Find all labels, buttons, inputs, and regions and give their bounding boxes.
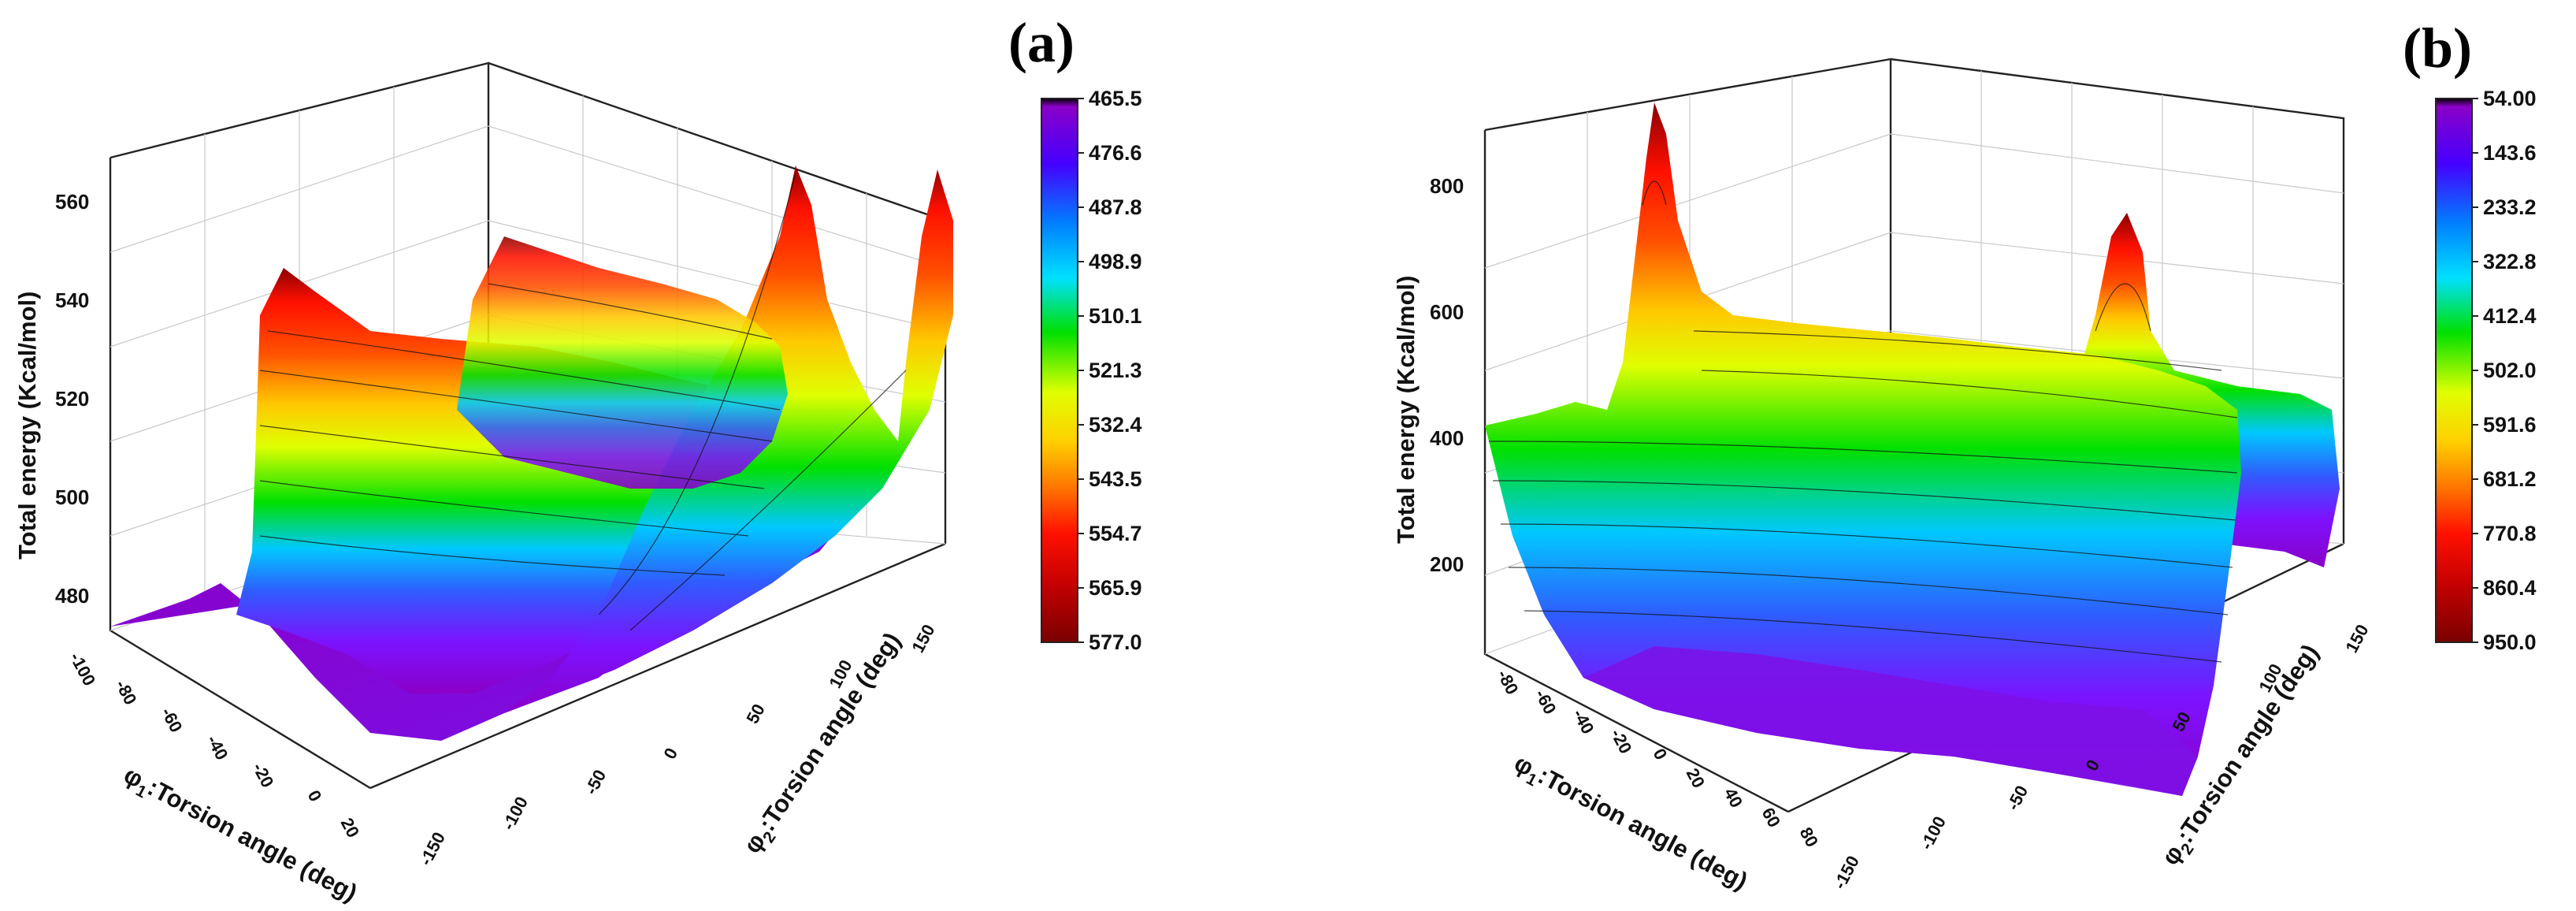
- panel-b-contours: [1488, 180, 2238, 663]
- panel-b-colorbar-bar: [2435, 98, 2473, 643]
- panel-a-x-axis: -100 -80 -60 -40 -20 0 20 φ1:Torsion ang…: [66, 649, 364, 907]
- panel-b-z-tick-2: 600: [1430, 300, 1464, 324]
- panel-a-z-tick-3: 540: [55, 288, 89, 312]
- panel-b-surface: [1485, 102, 2340, 796]
- panel-b-x-label: φ1:Torsion angle (deg): [1508, 749, 1752, 899]
- panel-b-x-tick-4: 0: [1650, 746, 1672, 764]
- panel-b-colorbar-tick-1: 143.6: [2483, 141, 2537, 165]
- panel-b-colorbar-tick-2: 233.2: [2483, 195, 2537, 219]
- panel-a-colorbar-tick-0: 465.5: [1089, 87, 1142, 110]
- panel-b-z-tick-3: 800: [1430, 174, 1464, 198]
- panel-b-x-tick-8: 80: [1796, 824, 1823, 850]
- panel-b: 200 400 600 800 Total energy (Kcal/mol) …: [1392, 17, 2537, 899]
- panel-a-z-axis: 480 500 520 540 560 Total energy (Kcal/m…: [13, 190, 89, 608]
- panel-a-colorbar-tick-10: 577.0: [1089, 630, 1142, 654]
- panel-b-z-label: Total energy (Kcal/mol): [1392, 276, 1420, 545]
- panel-b-colorbar: 54.00 143.6 233.2 322.8 412.4 502.0 591.6 681.2…: [2435, 87, 2537, 654]
- panel-a: 480 500 520 540 560 Total energy (Kcal/m…: [13, 11, 1142, 907]
- panel-a-colorbar-tick-4: 510.1: [1089, 304, 1142, 328]
- panel-b-colorbar-tick-5: 502.0: [2483, 359, 2537, 382]
- panel-b-y-tick-1: -100: [1916, 813, 1950, 853]
- panel-a-x-tick-2: -60: [158, 705, 187, 736]
- panel-a-z-label: Total energy (Kcal/mol): [13, 292, 41, 560]
- panel-a-colorbar-tick-9: 565.9: [1089, 576, 1142, 600]
- panel-b-label: (b): [2403, 17, 2472, 80]
- panel-a-z-tick-0: 480: [55, 584, 89, 608]
- panel-a-x-tick-1: -80: [112, 677, 141, 708]
- panel-a-surface-ridge: [457, 236, 788, 489]
- svg-text:φ2:Torsion angle (deg): φ2:Torsion angle (deg): [738, 627, 910, 861]
- panel-a-y-tick-0: -150: [415, 829, 449, 869]
- panel-a-x-tick-4: -20: [249, 760, 278, 791]
- panel-a-y-tick-3: 0: [659, 745, 681, 763]
- panel-a-x-tick-5: 0: [304, 787, 326, 805]
- panel-a-y-tick-2: -50: [581, 767, 610, 798]
- panel-a-colorbar-tick-5: 521.3: [1089, 359, 1142, 382]
- svg-text:φ1:Torsion angle (deg): φ1:Torsion angle (deg): [117, 760, 362, 907]
- panel-a-colorbar: 465.5 476.6 487.8 498.9 510.1 521.3 532.4 543.5…: [1041, 87, 1142, 654]
- panel-a-x-tick-6: 20: [337, 815, 364, 841]
- panel-a-z-tick-4: 560: [55, 190, 89, 214]
- panel-a-y-tick-1: -100: [498, 794, 532, 834]
- svg-text:φ1:Torsion angle (deg): φ1:Torsion angle (deg): [1508, 749, 1752, 899]
- panel-a-contours: [259, 173, 907, 631]
- panel-b-colorbar-tick-8: 770.8: [2483, 522, 2537, 545]
- panel-a-colorbar-tick-6: 532.4: [1089, 413, 1142, 437]
- panel-b-colorbar-tick-7: 681.2: [2483, 467, 2537, 491]
- panel-b-y-tick-6: 150: [2341, 621, 2372, 656]
- panel-b-y-tick-0: -150: [1829, 853, 1863, 893]
- panel-b-colorbar-tick-0: 54.00: [2483, 87, 2537, 110]
- panel-a-label: (a): [1008, 11, 1075, 74]
- panel-b-z-tick-0: 200: [1430, 552, 1464, 576]
- panel-b-colorbar-tick-6: 591.6: [2483, 413, 2537, 437]
- panel-b-surface-front: [1485, 102, 2241, 796]
- panel-b-colorbar-tick-4: 412.4: [2483, 304, 2537, 328]
- panel-b-z-axis: 200 400 600 800 Total energy (Kcal/mol): [1392, 174, 1464, 576]
- panel-a-colorbar-tick-3: 498.9: [1089, 250, 1142, 273]
- panel-a-x-tick-0: -100: [66, 649, 100, 690]
- panel-a-colorbar-tick-8: 554.7: [1089, 522, 1142, 545]
- panel-b-y-tick-2: -50: [2003, 783, 2032, 814]
- panel-a-z-tick-2: 520: [55, 387, 89, 411]
- panel-a-y-label: φ2:Torsion angle (deg): [738, 627, 910, 861]
- panel-b-surface-floor: [1583, 646, 2198, 796]
- panel-a-surface: [110, 165, 953, 741]
- panel-a-x-label: φ1:Torsion angle (deg): [117, 760, 362, 907]
- panel-a-z-tick-1: 500: [55, 485, 89, 509]
- panel-a-colorbar-tick-2: 487.8: [1089, 195, 1142, 219]
- panel-a-colorbar-tick-7: 543.5: [1089, 467, 1142, 491]
- panel-b-colorbar-tick-9: 860.4: [2483, 576, 2537, 600]
- panel-b-colorbar-tick-3: 322.8: [2483, 250, 2537, 273]
- panel-a-colorbar-tick-1: 476.6: [1089, 141, 1142, 165]
- panel-b-z-tick-1: 400: [1430, 426, 1464, 450]
- panel-a-colorbar-bar: [1041, 98, 1078, 643]
- panel-b-colorbar-tick-10: 950.0: [2483, 630, 2537, 654]
- panel-a-x-tick-3: -40: [203, 732, 232, 764]
- panel-a-y-tick-6: 150: [908, 621, 938, 656]
- panel-a-y-tick-4: 50: [742, 701, 769, 727]
